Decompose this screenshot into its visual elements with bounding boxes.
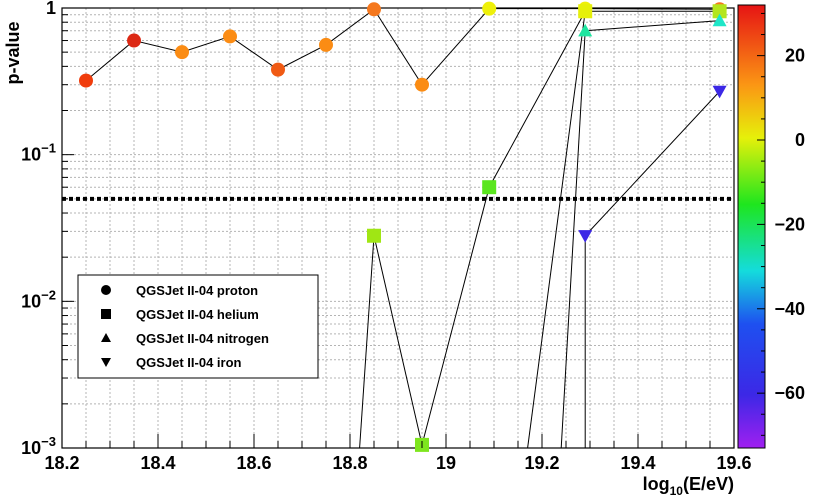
- colorbar-tick-label: −20: [774, 214, 805, 234]
- y-tick-exponent: −1: [41, 141, 56, 156]
- data-point-triangle-down: [712, 85, 727, 99]
- series-line: [585, 20, 720, 32]
- axis-ticks: [61, 7, 711, 449]
- grid: [61, 7, 735, 449]
- legend-label: QGSJet II-04 proton: [136, 283, 258, 298]
- x-axis-label-log: log: [643, 474, 670, 494]
- x-tick-label: 19.4: [620, 453, 655, 473]
- legend-box: [77, 274, 319, 379]
- y-tick-exponent: −2: [41, 287, 56, 302]
- data-point-circle: [482, 1, 497, 16]
- legend-marker-circle: [101, 285, 111, 295]
- x-tick-label: 18.8: [332, 453, 367, 473]
- offscale-line: [527, 11, 586, 449]
- data-point-circle: [175, 45, 189, 60]
- legend-marker-square: [101, 309, 111, 319]
- series-lines: [85, 8, 720, 449]
- y-tick-exponent: −3: [41, 434, 56, 449]
- x-axis-label-rest: (E/eV): [683, 474, 734, 494]
- y-tick-base: 10: [21, 438, 41, 458]
- data-point-circle: [415, 77, 429, 92]
- offscale-line: [359, 235, 375, 449]
- data-point-circle: [367, 2, 381, 17]
- x-tick-label: 19: [436, 453, 456, 473]
- y-tick-label: 10−1: [21, 141, 56, 165]
- colorbar-tick-label: 20: [785, 46, 805, 66]
- offscale-line: [560, 30, 586, 449]
- colorbar-ticks: 20 0 −20 −40 −60: [757, 12, 805, 436]
- legend-entries: QGSJet II-04 proton QGSJet II-04 helium QG…: [101, 283, 269, 370]
- x-tick-label: 18.2: [44, 453, 79, 473]
- x-tick-labels: 18.2 18.4 18.6 18.8 19 19.2 19.4 19.6: [44, 453, 751, 473]
- legend-marker-triangle-up: [101, 333, 111, 342]
- legend-label: QGSJet II-04 helium: [136, 307, 259, 322]
- data-markers: [79, 1, 727, 452]
- legend-marker-triangle-down: [101, 358, 111, 367]
- data-point-triangle-up: [578, 23, 593, 37]
- data-point-square: [482, 180, 497, 195]
- data-point-circle: [127, 33, 141, 48]
- x-tick-label: 19.2: [524, 453, 559, 473]
- x-tick-label: 18.4: [140, 453, 175, 473]
- data-point-square: [367, 228, 381, 243]
- y-tick-label: 10−2: [21, 287, 56, 311]
- legend: QGSJet II-04 proton QGSJet II-04 helium QG…: [77, 274, 319, 379]
- data-point-square: [712, 4, 727, 19]
- x-tick-label: 19.6: [716, 453, 751, 473]
- y-tick-label: 1: [46, 0, 56, 18]
- x-axis-label-sub: 10: [670, 484, 684, 498]
- data-point-triangle-down: [578, 230, 593, 243]
- colorbar-tick-label: 0: [795, 130, 805, 150]
- y-tick-labels: 10−310−210−11: [21, 0, 56, 458]
- y-tick-base: 10: [21, 145, 41, 165]
- data-point-circle: [271, 62, 285, 77]
- data-point-circle: [79, 73, 93, 88]
- y-tick-label: 10−3: [21, 434, 56, 458]
- legend-label: QGSJet II-04 nitrogen: [136, 331, 269, 346]
- legend-label: QGSJet II-04 iron: [136, 355, 242, 370]
- y-tick-base: 10: [21, 291, 41, 311]
- series-line: [373, 10, 720, 446]
- x-axis-label: log10(E/eV): [643, 474, 734, 498]
- colorbar-tick-label: −40: [774, 299, 805, 319]
- colorbar: 20 0 −20 −40 −60: [737, 4, 805, 449]
- colorbar-tick-label: −60: [774, 383, 805, 403]
- x-tick-label: 18.6: [236, 453, 271, 473]
- series-line: [584, 91, 720, 237]
- data-point-circle: [223, 29, 237, 44]
- data-point-square: [578, 4, 593, 19]
- data-point-circle: [319, 37, 333, 52]
- colorbar-gradient: [737, 4, 766, 449]
- y-axis-label: p-value: [3, 21, 23, 84]
- data-point-triangle-up: [712, 13, 727, 27]
